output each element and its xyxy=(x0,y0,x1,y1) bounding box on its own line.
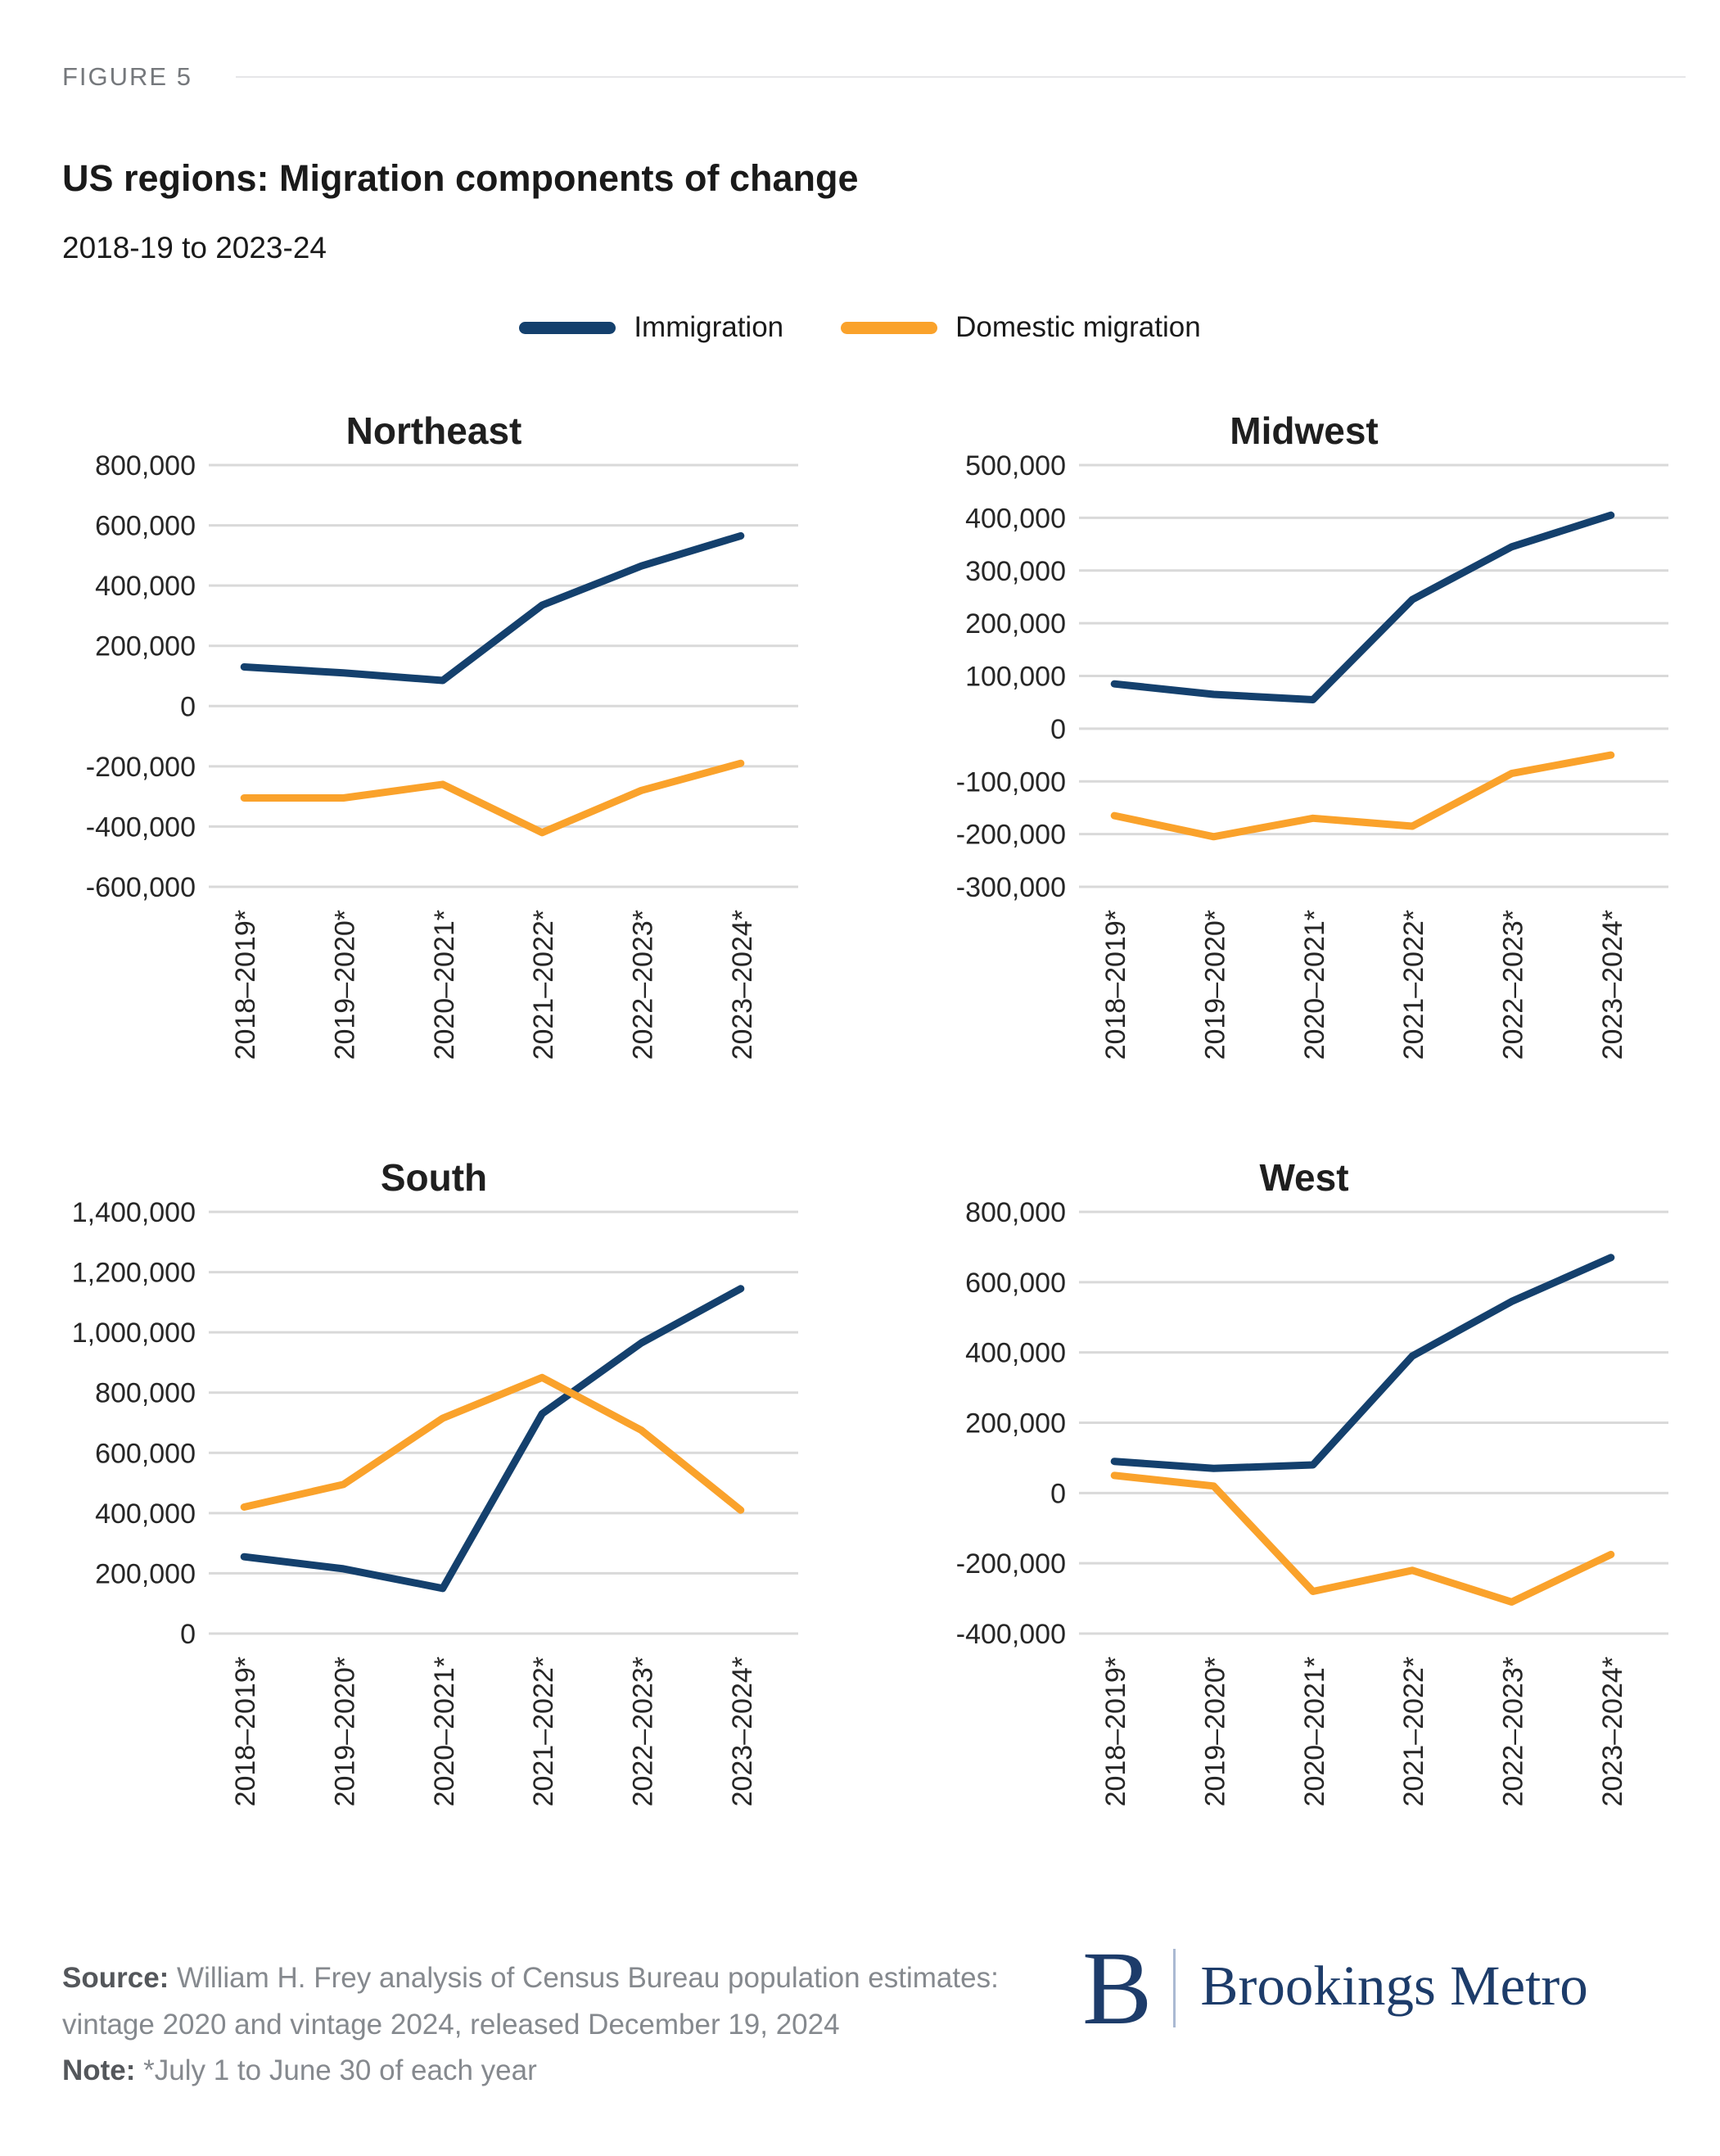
line-domestic-migration xyxy=(240,1373,745,1514)
y-tick-label: 0 xyxy=(1050,1478,1066,1509)
y-tick-label: 100,000 xyxy=(965,662,1066,693)
x-tick-label: 2018–2019* xyxy=(230,1657,261,1806)
y-tick-label: 1,000,000 xyxy=(72,1318,196,1349)
y-tick-label: 800,000 xyxy=(965,1197,1066,1228)
logo-wordmark: Brookings Metro xyxy=(1200,1954,1588,2017)
y-tick-label: -200,000 xyxy=(86,752,196,783)
y-tick-label: 1,200,000 xyxy=(72,1258,196,1289)
y-tick-label: 400,000 xyxy=(95,1498,196,1530)
chart-panel-west: West 800,000 600,000 400,000 200,000 0 -200,00… xyxy=(928,1138,1681,1830)
note-text: Note: *July 1 to June 30 of each year xyxy=(62,2054,537,2087)
legend-item-immigration: Immigration xyxy=(519,311,783,344)
logo-divider xyxy=(1173,1949,1176,2027)
y-tick-label: 800,000 xyxy=(95,450,196,481)
x-tick-label: 2021–2022* xyxy=(1398,1657,1429,1806)
figure-label: FIGURE 5 xyxy=(62,62,192,91)
y-tick-label: 800,000 xyxy=(95,1378,196,1409)
x-tick-label: 2018–2019* xyxy=(1100,910,1131,1060)
y-tick-label: 600,000 xyxy=(95,1438,196,1469)
legend-label: Domestic migration xyxy=(955,311,1201,343)
x-tick-label: 2021–2022* xyxy=(528,910,559,1060)
chart-legend: Immigration Domestic migration xyxy=(0,311,1720,344)
y-tick-label: 300,000 xyxy=(965,556,1066,587)
y-tick-label: 0 xyxy=(180,1619,196,1650)
y-tick-label: -200,000 xyxy=(956,820,1066,851)
x-tick-label: 2019–2020* xyxy=(1200,1657,1231,1806)
y-tick-label: -100,000 xyxy=(956,766,1066,798)
y-tick-label: 1,400,000 xyxy=(72,1197,196,1228)
y-tick-label: 600,000 xyxy=(95,511,196,542)
x-tick-label: 2019–2020* xyxy=(330,1657,361,1806)
source-text: Source: William H. Frey analysis of Cens… xyxy=(62,1962,999,2041)
x-tick-label: 2019–2020* xyxy=(1200,910,1231,1060)
x-tick-label: 2018–2019* xyxy=(230,910,261,1060)
x-tick-label: 2023–2024* xyxy=(1597,1657,1628,1806)
legend-label: Immigration xyxy=(634,311,784,343)
chart-title: West xyxy=(1259,1156,1348,1199)
x-tick-label: 2018–2019* xyxy=(1100,1657,1131,1806)
chart-svg: South 1,400,000 1,200,000 1,000,000 800,000 6… xyxy=(72,1156,798,1806)
x-tick-label: 2020–2021* xyxy=(1299,1657,1330,1806)
x-tick-label: 2023–2024* xyxy=(1597,910,1628,1060)
line-immigration xyxy=(1110,1254,1615,1472)
y-tick-label: 500,000 xyxy=(965,450,1066,481)
y-tick-label: -300,000 xyxy=(956,872,1066,903)
x-tick-label: 2022–2023* xyxy=(627,910,658,1060)
chart-panel-midwest: Midwest 500,000 400,000 300,000 200,000 100,0… xyxy=(928,391,1681,1083)
y-tick-label: -200,000 xyxy=(956,1548,1066,1580)
line-immigration xyxy=(240,1285,745,1593)
x-tick-label: 2022–2023* xyxy=(1497,910,1528,1060)
chart-title: South xyxy=(381,1156,487,1199)
line-immigration xyxy=(1110,511,1615,703)
y-tick-label: -400,000 xyxy=(86,811,196,843)
page-subtitle: 2018-19 to 2023-24 xyxy=(62,231,327,264)
y-tick-label: 200,000 xyxy=(95,631,196,662)
x-tick-label: 2021–2022* xyxy=(528,1657,559,1806)
legend-item-domestic-migration: Domestic migration xyxy=(841,311,1201,344)
footer: Source: William H. Frey analysis of Cens… xyxy=(62,1955,1028,2095)
note-label: Note: xyxy=(62,2054,136,2087)
line-domestic-migration xyxy=(1110,1471,1615,1606)
y-tick-label: 400,000 xyxy=(965,1338,1066,1369)
y-tick-label: 400,000 xyxy=(95,571,196,602)
x-tick-label: 2022–2023* xyxy=(627,1657,658,1806)
line-immigration xyxy=(240,531,745,685)
x-tick-label: 2020–2021* xyxy=(1299,910,1330,1060)
x-tick-label: 2023–2024* xyxy=(727,1657,758,1806)
x-tick-label: 2023–2024* xyxy=(727,910,758,1060)
chart-panel-south: South 1,400,000 1,200,000 1,000,000 800,000 6… xyxy=(57,1138,810,1830)
source-label: Source: xyxy=(62,1962,169,1994)
x-tick-label: 2020–2021* xyxy=(429,1657,460,1806)
chart-svg: Northeast 800,000 600,000 400,000 200,000 0 -2… xyxy=(86,409,798,1060)
y-tick-label: 0 xyxy=(1050,714,1066,745)
y-tick-label: 600,000 xyxy=(965,1268,1066,1299)
chart-svg: Midwest 500,000 400,000 300,000 200,000 100,0… xyxy=(956,409,1668,1060)
domestic-migration-line-swatch xyxy=(841,321,938,334)
y-tick-label: 400,000 xyxy=(965,503,1066,534)
x-tick-label: 2019–2020* xyxy=(330,910,361,1060)
immigration-line-swatch xyxy=(519,321,616,334)
chart-panel-northeast: Northeast 800,000 600,000 400,000 200,000 0 -2… xyxy=(57,391,810,1083)
page-title: US regions: Migration components of chan… xyxy=(62,157,859,199)
y-tick-label: 200,000 xyxy=(965,1408,1066,1440)
y-tick-label: 200,000 xyxy=(95,1558,196,1589)
x-tick-label: 2022–2023* xyxy=(1497,1657,1528,1806)
brookings-metro-logo: B Brookings Metro xyxy=(1082,1936,1688,2041)
line-domestic-migration xyxy=(1110,751,1615,841)
y-tick-label: 0 xyxy=(180,691,196,722)
chart-svg: West 800,000 600,000 400,000 200,000 0 -200,00… xyxy=(956,1156,1668,1806)
logo-monogram-b: B xyxy=(1082,1930,1153,2046)
chart-title: Midwest xyxy=(1230,409,1378,452)
line-domestic-migration xyxy=(240,759,745,837)
x-tick-label: 2020–2021* xyxy=(429,910,460,1060)
y-tick-label: -600,000 xyxy=(86,872,196,903)
x-tick-label: 2021–2022* xyxy=(1398,910,1429,1060)
chart-title: Northeast xyxy=(346,409,522,452)
y-tick-label: -400,000 xyxy=(956,1619,1066,1650)
figure-rule xyxy=(236,76,1686,78)
y-tick-label: 200,000 xyxy=(965,608,1066,640)
